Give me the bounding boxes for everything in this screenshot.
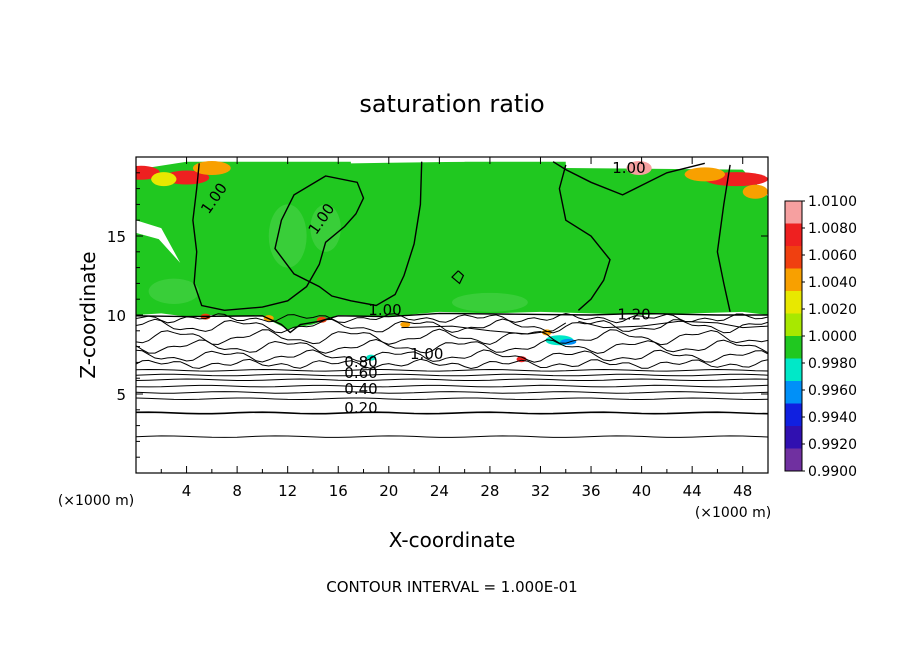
x-axis-label: X-coordinate — [389, 528, 516, 552]
x-axis: 4 8 12 16 20 24 28 32 36 40 44 48 — [160, 157, 769, 500]
y-tick-label: 10 — [107, 307, 126, 325]
colorbar-label: 1.0100 — [808, 194, 857, 210]
colorbar-swatch — [785, 201, 802, 224]
colorbar-swatch — [785, 336, 802, 359]
contour-line — [136, 391, 768, 394]
contour-line-1.00 — [558, 164, 611, 311]
contour-line — [136, 318, 768, 334]
colorbar-label: 1.0020 — [808, 302, 857, 318]
supersaturation-spot — [684, 167, 726, 182]
contour-line — [136, 378, 768, 381]
contour-line — [136, 338, 768, 354]
contour-line-cloud-base — [136, 312, 768, 334]
x-unit-right: (×1000 m) — [695, 505, 771, 521]
contour-line — [136, 358, 768, 370]
colorbar-swatch — [785, 268, 802, 291]
colorbar-label: 0.9900 — [808, 464, 857, 480]
colorbar-label: 0.9980 — [808, 356, 857, 372]
x-tick-label: 16 — [329, 482, 348, 500]
y-axis-label: Z-coordinate — [76, 251, 100, 378]
colorbar-label: 1.0040 — [808, 275, 857, 291]
y-tick-label: 15 — [107, 228, 126, 246]
base-spot — [400, 321, 411, 328]
x-unit-left: (×1000 m) — [58, 493, 134, 509]
contour-line-1.00 — [552, 161, 705, 196]
contour-label: 0.60 — [344, 364, 377, 382]
colorbar-swatch — [785, 223, 802, 246]
contour-label: 0.80 — [344, 353, 377, 371]
colorbar-swatch — [785, 448, 802, 471]
supersaturation-spot — [192, 161, 231, 176]
contour-lines — [136, 161, 768, 438]
cloud-patch — [148, 278, 200, 304]
clear-patch — [136, 220, 181, 263]
contour-line — [136, 373, 768, 377]
x-tick-label: 12 — [278, 482, 297, 500]
colorbar-swatch — [785, 381, 802, 404]
contour-line — [136, 328, 768, 346]
contour-label: 1.20 — [617, 306, 650, 324]
contour-line-1.00 — [716, 164, 731, 312]
chart-title: saturation ratio — [359, 90, 544, 118]
colorbar-label: 0.9960 — [808, 383, 857, 399]
x-tick-label: 24 — [430, 482, 449, 500]
contour-line-1.00 — [451, 270, 465, 285]
x-tick-label: 48 — [733, 482, 752, 500]
cloud-patch — [452, 292, 528, 312]
colorbar-label: 0.9940 — [808, 410, 857, 426]
colorbar-swatch — [785, 358, 802, 381]
clear-patch — [350, 157, 465, 164]
contour-label: 1.00 — [612, 159, 645, 177]
y-axis: 5 10 15 — [107, 172, 768, 458]
contour-line-1.00 — [192, 161, 423, 312]
x-tick-label: 36 — [581, 482, 600, 500]
supersaturation-spot — [742, 184, 768, 199]
supersaturation-spot — [151, 172, 177, 187]
contour-line — [136, 384, 768, 388]
contour-label: 0.40 — [344, 380, 377, 398]
colorbar-label: 1.0000 — [808, 329, 857, 345]
x-tick-label: 32 — [531, 482, 550, 500]
contour-line — [136, 435, 768, 438]
contour-line — [136, 397, 768, 401]
colorbar-swatch — [785, 403, 802, 426]
cloud-region — [136, 161, 768, 330]
contour-label: 1.00 — [368, 301, 401, 319]
colorbar-swatch — [785, 426, 802, 449]
clear-patch — [565, 157, 768, 197]
colorbar-swatch — [785, 291, 802, 314]
contour-label: 1.00 — [410, 345, 443, 363]
colorbar-swatch — [785, 313, 802, 336]
colorbar-label: 1.0080 — [808, 221, 857, 237]
x-tick-label: 44 — [683, 482, 702, 500]
contour-line-1.20 — [578, 320, 768, 329]
colorbar-label: 0.9920 — [808, 437, 857, 453]
contour-line — [136, 349, 768, 363]
x-tick-label: 28 — [480, 482, 499, 500]
contour-line — [401, 322, 567, 335]
supersaturation-spot — [626, 161, 652, 176]
colorbar-swatch — [785, 246, 802, 269]
subsaturated-core — [560, 338, 577, 345]
x-tick-label: 8 — [232, 482, 242, 500]
cloud-patch — [310, 204, 341, 252]
contour-interval-note: CONTOUR INTERVAL = 1.000E-01 — [326, 578, 577, 596]
x-tick-label: 20 — [379, 482, 398, 500]
contour-label: 0.20 — [344, 399, 377, 417]
x-tick-label: 4 — [182, 482, 192, 500]
cloud-patch — [268, 204, 307, 268]
colorbar-label: 1.0060 — [808, 248, 857, 264]
x-tick-label: 40 — [632, 482, 651, 500]
colorbar: 1.0100 1.0080 1.0060 1.0040 1.0020 1.0000 0.99… — [784, 194, 857, 480]
contour-line — [136, 368, 768, 372]
y-tick-label: 5 — [116, 386, 126, 404]
contour-line — [136, 312, 768, 324]
contour-line — [136, 411, 768, 415]
